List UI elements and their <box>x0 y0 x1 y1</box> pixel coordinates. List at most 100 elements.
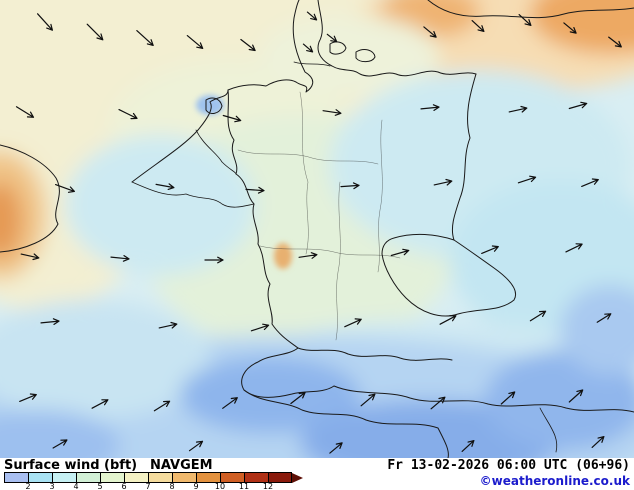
wind-arrow <box>608 36 622 48</box>
wind-arrow <box>290 391 306 405</box>
border-line <box>237 149 379 165</box>
legend-cell-bft-1 <box>4 472 28 483</box>
wind-arrow <box>188 440 204 452</box>
speed-region <box>196 95 224 115</box>
border-line <box>333 385 634 413</box>
speed-region <box>274 243 292 269</box>
wind-arrow <box>360 393 376 407</box>
wind-arrow <box>158 321 178 329</box>
wind-arrow <box>19 393 37 402</box>
country-borders <box>0 0 634 458</box>
wind-arrow <box>500 391 516 405</box>
border-line <box>131 0 314 183</box>
wind-speed-field <box>0 0 634 458</box>
forecast-datetime: Fr 13-02-2026 06:00 UTC (06+96) <box>387 458 630 473</box>
wind-arrow <box>563 22 577 34</box>
wind-arrow <box>591 436 605 448</box>
legend-tick-label: 4 <box>73 482 79 490</box>
wind-arrow <box>420 104 440 111</box>
wind-arrow <box>508 105 528 113</box>
weather-map <box>0 0 634 458</box>
border-line <box>381 233 516 317</box>
wind-arrow <box>423 26 437 38</box>
wind-arrow <box>52 439 68 449</box>
border-line <box>259 245 401 259</box>
wind-arrow <box>55 184 75 193</box>
speed-region <box>485 350 634 450</box>
border-line <box>195 129 237 175</box>
map-area <box>0 0 634 458</box>
legend-cell-bft-9 <box>196 472 220 483</box>
wind-arrow <box>322 109 342 116</box>
legend-tick-label: 10 <box>214 482 226 490</box>
legend-tick-label: 9 <box>193 482 199 490</box>
map-title: Surface wind (bft) <box>4 458 138 473</box>
wind-arrow <box>204 256 224 264</box>
copyright-link[interactable]: ©weatheronline.co.uk <box>479 474 630 488</box>
wind-arrow <box>529 310 547 322</box>
legend-tick-label: 11 <box>238 482 250 490</box>
wind-arrow <box>298 252 318 259</box>
legend-cell-bft-10 <box>220 472 244 483</box>
beaufort-legend <box>4 472 303 483</box>
speed-region <box>0 182 22 258</box>
model-name: NAVGEM <box>150 458 213 473</box>
legend-tick-label: 12 <box>262 482 274 490</box>
border-line <box>243 389 449 458</box>
wind-arrow <box>245 186 265 194</box>
border-line <box>355 49 376 63</box>
speed-region <box>0 410 120 458</box>
wind-arrow <box>15 106 35 118</box>
speed-region <box>530 0 634 54</box>
legend-tick-label: 3 <box>49 482 55 490</box>
wind-arrow <box>91 399 109 409</box>
wind-arrow <box>250 323 270 332</box>
speed-region <box>180 357 360 433</box>
legend-arrow-end <box>292 472 303 483</box>
wind-arrow <box>481 245 499 254</box>
wind-arrow <box>136 30 154 46</box>
border-line <box>317 0 477 77</box>
legend-tick-label: 6 <box>121 482 127 490</box>
wind-arrow <box>430 396 446 410</box>
wind-arrow <box>518 14 532 26</box>
legend-tick-label: 8 <box>169 482 175 490</box>
wind-arrow <box>222 397 238 409</box>
speed-region <box>65 135 255 275</box>
wind-arrow <box>517 175 537 184</box>
speed-region <box>0 300 210 420</box>
legend-cell-bft-2 <box>28 472 52 483</box>
wind-arrow <box>240 38 256 52</box>
wind-arrow <box>433 178 453 186</box>
wind-arrow <box>565 243 583 253</box>
wind-arrow <box>581 178 599 187</box>
wind-arrow <box>568 101 588 110</box>
wind-arrow <box>20 253 40 261</box>
wind-arrow <box>186 35 204 49</box>
legend-cell-bft-11 <box>244 472 268 483</box>
wind-arrow <box>222 114 242 123</box>
border-line <box>293 61 331 67</box>
legend-cell-bft-7 <box>148 472 172 483</box>
border-line <box>0 144 60 253</box>
wind-arrows <box>15 11 622 454</box>
wind-arrow <box>568 389 584 403</box>
wind-arrow <box>306 11 318 21</box>
border-line <box>335 181 341 341</box>
wind-arrow <box>390 248 410 257</box>
border-line <box>377 119 383 273</box>
legend-cell-bft-3 <box>52 472 76 483</box>
border-line <box>205 97 223 114</box>
legend-tick-label: 7 <box>145 482 151 490</box>
wind-arrow <box>153 400 171 412</box>
wind-arrow <box>461 440 475 452</box>
border-line <box>297 347 453 361</box>
border-line <box>131 181 255 208</box>
beaufort-legend-ticks: 2 3 4 5 6 7 8 9 10 11 12 <box>4 483 324 490</box>
legend-cell-bft-8 <box>172 472 196 483</box>
wind-arrow <box>110 255 130 262</box>
wind-arrow <box>40 318 60 325</box>
wind-arrow <box>302 43 314 53</box>
wind-arrow <box>326 33 338 43</box>
